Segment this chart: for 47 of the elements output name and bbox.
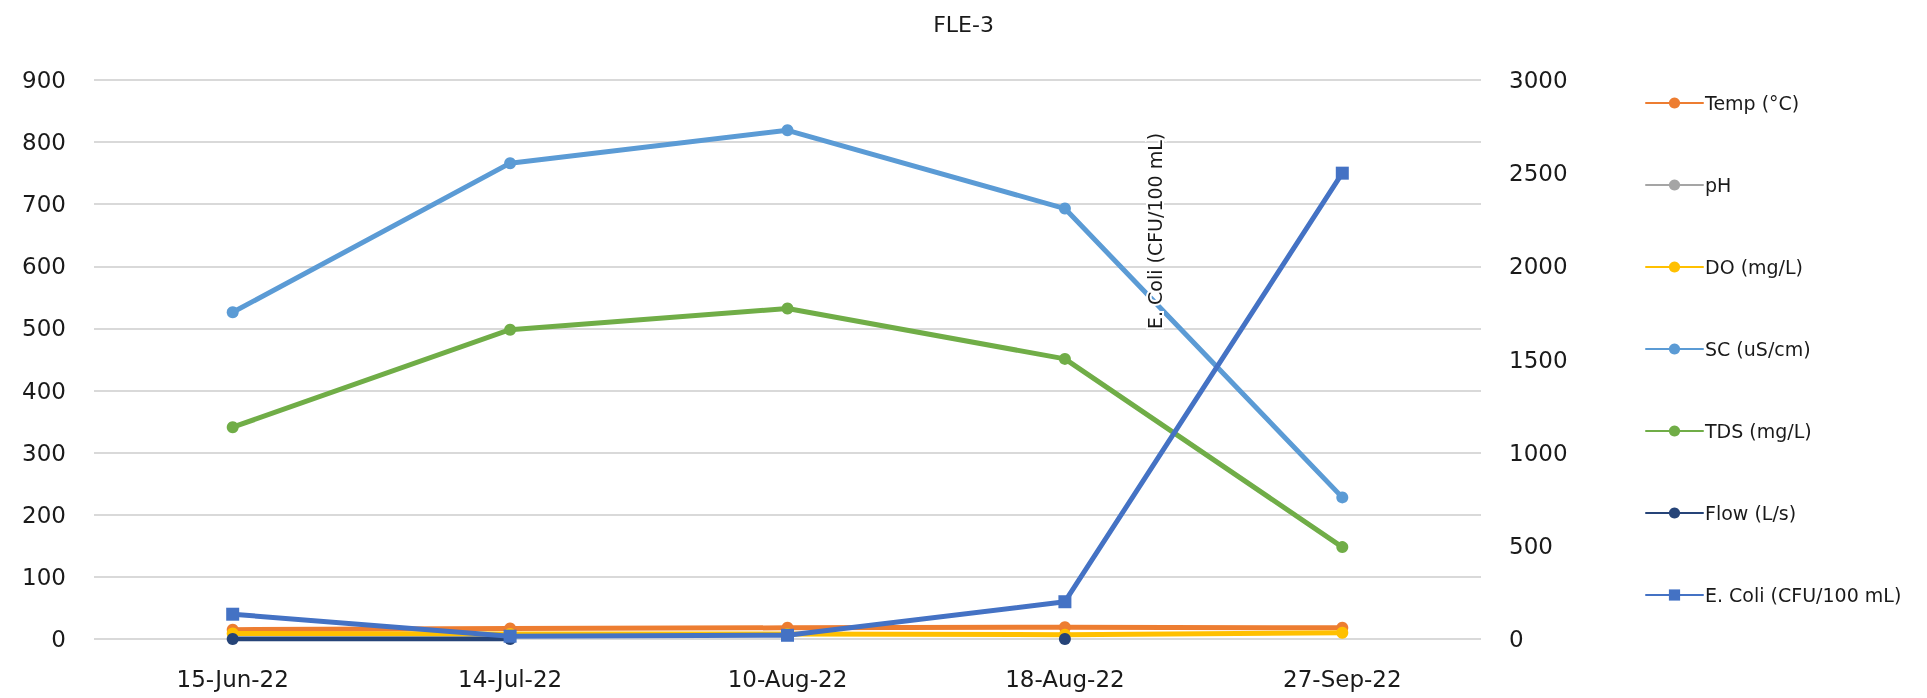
y-tick-label: 700 [22, 191, 66, 218]
legend-label: E. Coli (CFU/100 mL) [1705, 584, 1902, 606]
point [1058, 202, 1071, 215]
legend-label: SC (uS/cm) [1705, 338, 1811, 360]
y2-tick-label: 2500 [1509, 160, 1568, 187]
point [1336, 541, 1349, 554]
legend-label: TDS (mg/L) [1704, 420, 1812, 442]
legend-label: DO (mg/L) [1705, 256, 1804, 278]
point [226, 421, 239, 434]
y2-tick-label: 1500 [1509, 346, 1568, 373]
y-tick-label: 200 [22, 501, 66, 528]
point [1058, 595, 1072, 609]
x-tick-label: 18-Aug-22 [1005, 665, 1125, 692]
y2-tick-label: 500 [1509, 532, 1553, 559]
point [781, 302, 794, 315]
point [226, 306, 239, 319]
point [1336, 626, 1349, 639]
y2-tick-label: 3000 [1509, 67, 1568, 93]
x-tick-label: 27-Sep-22 [1283, 665, 1402, 692]
point [781, 124, 794, 137]
point [1058, 352, 1071, 365]
y-tick-label: 0 [51, 626, 66, 652]
y-tick-label: 800 [22, 129, 66, 156]
point [226, 607, 240, 621]
x-tick-label: 15-Jun-22 [176, 665, 289, 692]
point [1058, 633, 1071, 645]
chart-title: FLE-3 [933, 11, 994, 37]
y-tick-label: 300 [22, 439, 66, 466]
y2-tick-label: 2000 [1509, 253, 1568, 280]
x-tick-label: 10-Aug-22 [727, 665, 848, 692]
legend-label: Flow (L/s) [1705, 502, 1797, 524]
x-tick-label: 14-Jul-22 [458, 665, 563, 692]
legend-label: pH [1705, 174, 1732, 196]
y-tick-label: 500 [22, 315, 66, 342]
y-tick-label: 400 [22, 377, 66, 404]
point [504, 157, 517, 170]
point [1335, 166, 1349, 180]
y2-tick-label: 1000 [1509, 439, 1568, 466]
y-tick-label: 600 [22, 253, 66, 280]
y-tick-label: 100 [22, 563, 66, 590]
legend-label: Temp (°C) [1704, 92, 1800, 114]
y2-axis-title: E. Coli (CFU/100 mL) [1144, 132, 1167, 330]
y-tick-label: 900 [22, 67, 66, 93]
point [1336, 491, 1349, 504]
y2-tick-label: 0 [1509, 626, 1524, 652]
point [226, 633, 239, 645]
point [504, 323, 517, 336]
